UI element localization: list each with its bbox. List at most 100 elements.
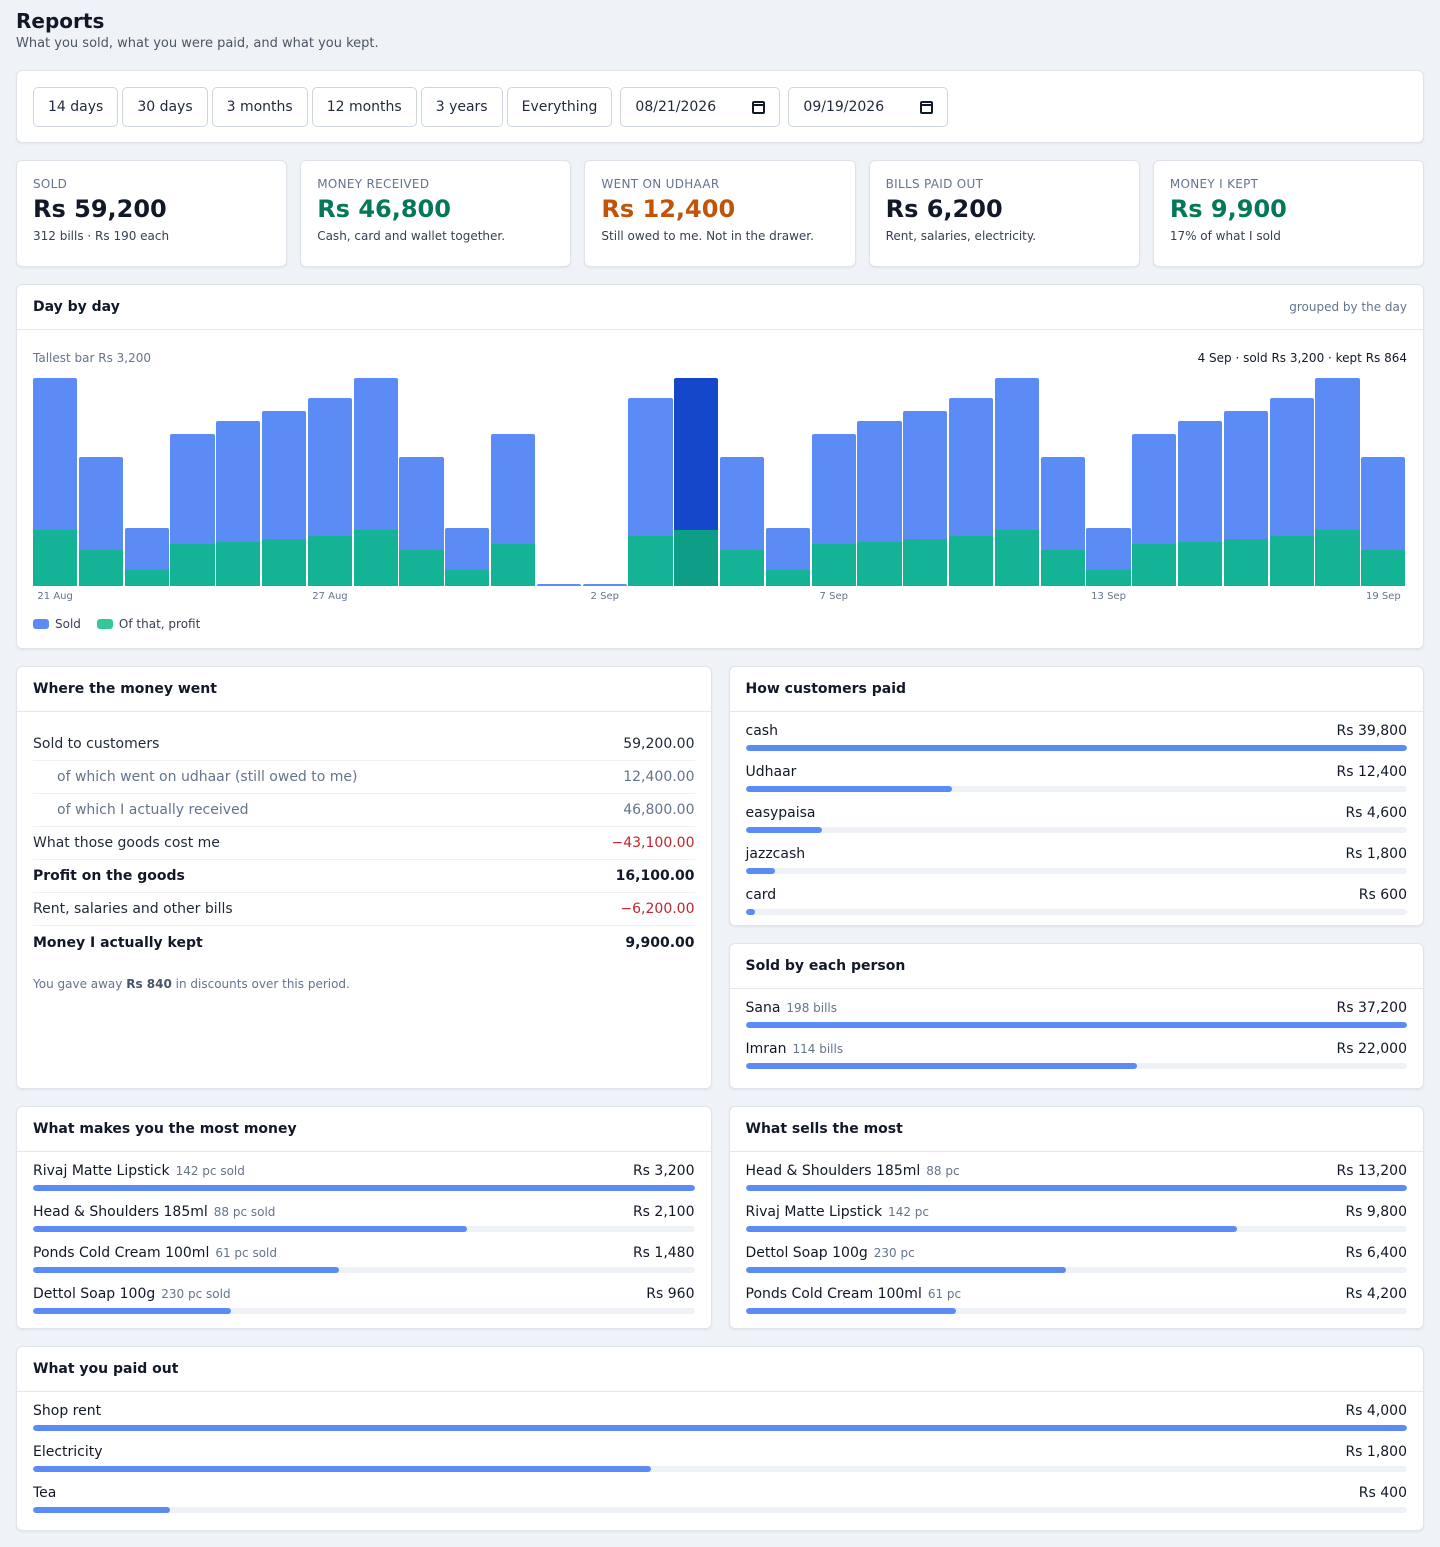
profit-bar xyxy=(1361,550,1406,586)
item-label: Dettol Soap 100g xyxy=(745,1245,868,1261)
bar-list-item: Dettol Soap 100g 230 pc Rs 6,400 xyxy=(745,1244,1407,1273)
flow-label: Money I actually kept xyxy=(33,934,203,951)
item-value: Rs 22,000 xyxy=(1336,1041,1407,1057)
calendar-icon[interactable] xyxy=(752,100,766,114)
day-bar[interactable] xyxy=(1086,378,1131,586)
day-bar[interactable] xyxy=(582,378,627,586)
day-bar[interactable] xyxy=(811,378,856,586)
x-tick-label: 13 Sep xyxy=(1091,591,1126,602)
share-bar-fill xyxy=(33,1466,652,1472)
profit-bar xyxy=(628,535,673,586)
share-bar-track xyxy=(33,1507,1407,1513)
kpi-money-kept: MONEY I KEPT Rs 9,900 17% of what I sold xyxy=(1152,160,1425,267)
share-bar-fill xyxy=(33,1267,339,1273)
flow-label: Rent, salaries and other bills xyxy=(33,901,233,917)
share-bar-fill xyxy=(33,1308,232,1314)
profit-bar xyxy=(903,539,948,586)
profit-bar xyxy=(353,529,398,586)
section-title: Day by day xyxy=(33,299,120,315)
flow-row: Profit on the goods 16,100.00 xyxy=(33,860,695,893)
day-bar[interactable] xyxy=(765,378,811,586)
share-bar-track xyxy=(745,1022,1407,1028)
profit-bar xyxy=(811,544,856,586)
share-bar-track xyxy=(745,786,1407,792)
day-bar[interactable] xyxy=(445,378,490,586)
item-meta: 88 pc xyxy=(926,1164,960,1178)
range-3-months-button[interactable]: 3 months xyxy=(211,87,308,127)
day-bar[interactable] xyxy=(491,378,536,586)
item-label: Head & Shoulders 185ml xyxy=(33,1204,208,1220)
range-3-years-button[interactable]: 3 years xyxy=(420,87,503,127)
share-bar-fill xyxy=(33,1185,695,1191)
share-bar-fill xyxy=(745,1308,956,1314)
day-bar[interactable] xyxy=(536,378,582,586)
kpi-value: Rs 9,900 xyxy=(1169,195,1287,223)
range-12-months-button[interactable]: 12 months xyxy=(311,87,417,127)
kpi-sold: SOLD Rs 59,200 312 bills · Rs 190 each xyxy=(16,160,288,267)
item-label: Sana xyxy=(745,1000,781,1016)
day-bar[interactable] xyxy=(628,378,673,586)
share-bar-track xyxy=(745,1267,1407,1273)
range-30-days-button[interactable]: 30 days xyxy=(122,87,208,127)
item-value: Rs 600 xyxy=(1358,887,1407,903)
day-bar[interactable] xyxy=(674,378,719,586)
day-bar[interactable] xyxy=(1315,378,1360,586)
range-14-days-button[interactable]: 14 days xyxy=(33,87,119,127)
day-bar[interactable] xyxy=(1132,378,1177,586)
legend-swatch-profit xyxy=(96,619,113,629)
share-bar-fill xyxy=(745,786,952,792)
item-label: Tea xyxy=(33,1485,57,1501)
item-label: Udhaar xyxy=(745,764,797,780)
item-label: cash xyxy=(745,723,778,739)
bar-list-item: cash Rs 39,800 xyxy=(745,722,1407,751)
day-bar[interactable] xyxy=(994,378,1040,586)
item-name-group: Dettol Soap 100g 230 pc sold xyxy=(33,1285,231,1304)
item-value: Rs 1,800 xyxy=(1345,1444,1407,1460)
legend-swatch-sold xyxy=(33,619,49,629)
day-bar[interactable] xyxy=(903,378,948,586)
day-bar[interactable] xyxy=(949,378,994,586)
range-everything-button[interactable]: Everything xyxy=(506,87,613,127)
day-bar[interactable] xyxy=(262,378,307,586)
day-bar[interactable] xyxy=(78,378,124,586)
calendar-icon[interactable] xyxy=(920,100,934,114)
item-meta: 61 pc xyxy=(927,1287,962,1301)
day-bar[interactable] xyxy=(1269,378,1314,586)
day-bar[interactable] xyxy=(33,378,78,586)
item-name-group: Ponds Cold Cream 100ml 61 pc xyxy=(746,1285,962,1304)
share-bar-track xyxy=(745,1185,1407,1191)
item-name-group: cash xyxy=(746,722,778,741)
flow-amount: 9,900.00 xyxy=(625,934,695,951)
x-tick-label: 19 Sep xyxy=(1365,591,1401,602)
date-from-input[interactable]: 08/21/2026 xyxy=(620,87,781,127)
day-bar[interactable] xyxy=(1223,378,1269,586)
profit-bar xyxy=(1178,542,1223,586)
day-bar[interactable] xyxy=(857,378,902,586)
day-bar[interactable] xyxy=(1361,378,1406,586)
share-bar-fill xyxy=(33,1425,1407,1431)
day-bar[interactable] xyxy=(1040,378,1085,586)
share-bar-track xyxy=(33,1466,1407,1472)
money-flow-card: Where the money went Sold to customers 5… xyxy=(16,666,712,1089)
share-bar-fill xyxy=(745,868,776,874)
day-bar[interactable] xyxy=(307,378,353,586)
share-bar-fill xyxy=(745,1226,1237,1232)
day-bar[interactable] xyxy=(1178,378,1223,586)
item-value: Rs 1,480 xyxy=(632,1245,695,1261)
day-bar[interactable] xyxy=(170,378,215,586)
share-bar-track xyxy=(33,1226,695,1232)
day-bar[interactable] xyxy=(399,378,444,586)
day-bar[interactable] xyxy=(720,378,765,586)
item-label: Shop rent xyxy=(33,1403,102,1419)
day-bar[interactable] xyxy=(216,378,261,586)
legend-sold: Sold xyxy=(33,617,81,631)
date-to-input[interactable]: 09/19/2026 xyxy=(788,87,949,127)
profit-bar xyxy=(262,539,307,586)
profit-bar xyxy=(1223,539,1269,586)
day-bar[interactable] xyxy=(353,378,398,586)
item-label: easypaisa xyxy=(745,805,816,821)
profit-bar xyxy=(857,542,902,586)
day-bar[interactable] xyxy=(124,378,169,586)
item-label: card xyxy=(745,887,777,903)
page-subtitle: What you sold, what you were paid, and w… xyxy=(16,36,379,51)
